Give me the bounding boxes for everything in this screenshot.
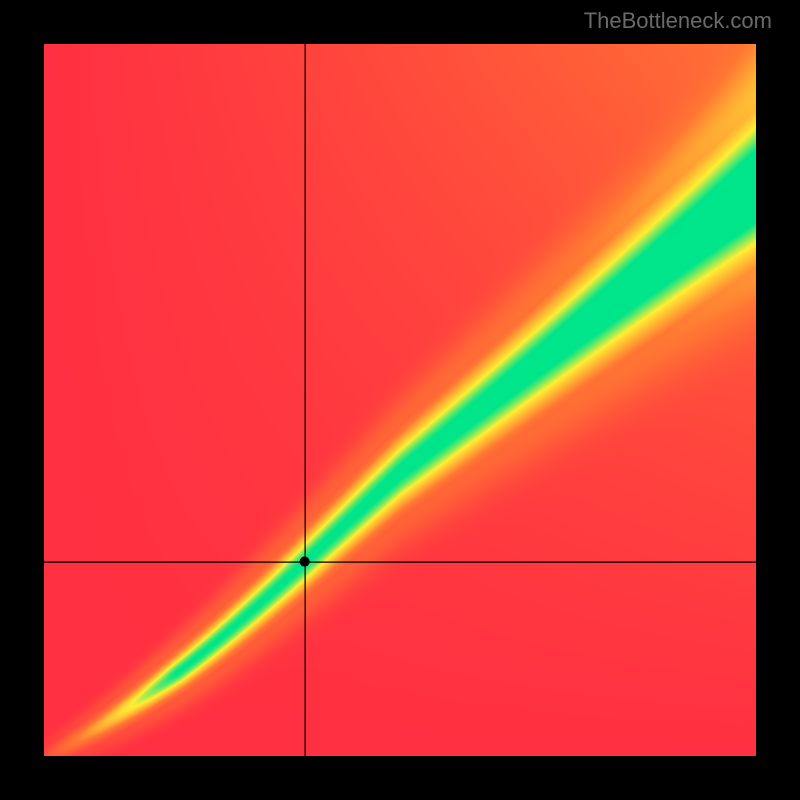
watermark-text: TheBottleneck.com: [584, 8, 772, 34]
heatmap-chart: [36, 36, 764, 764]
outer-frame: TheBottleneck.com: [0, 0, 800, 800]
heatmap-canvas: [36, 36, 764, 764]
